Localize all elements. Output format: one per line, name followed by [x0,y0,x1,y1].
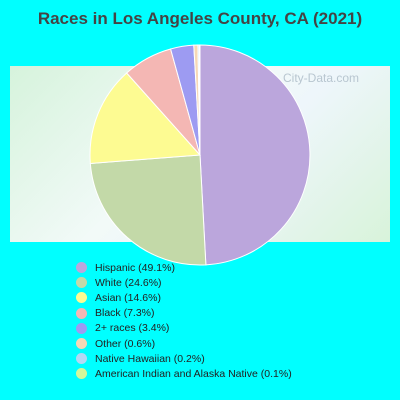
legend-swatch [76,292,87,304]
legend-item: American Indian and Alaska Native (0.1%) [76,366,292,381]
legend-label: Asian (14.6%) [95,291,161,304]
pie-slice-american-indian-and-alaska-native [198,44,201,156]
legend-swatch [76,307,87,319]
legend-item: Black (7.3%) [76,306,292,321]
legend-swatch [76,353,87,365]
pie-slice-hispanic [199,44,311,266]
legend-item: White (24.6%) [76,275,292,290]
legend-swatch [76,262,87,274]
legend-item: Asian (14.6%) [76,290,292,305]
legend-label: Black (7.3%) [95,307,155,320]
legend-swatch [76,338,87,350]
legend-swatch [76,368,87,380]
legend-label: Other (0.6%) [95,337,156,350]
legend-item: Other (0.6%) [76,336,292,351]
legend-item: 2+ races (3.4%) [76,321,292,336]
legend-swatch [76,322,87,334]
pie-slice-asian [89,72,202,165]
pie-slice-white [89,154,207,266]
legend: Hispanic (49.1%) White (24.6%) Asian (14.6… [76,260,292,382]
watermark: City-Data.com [283,71,360,85]
legend-swatch [76,277,87,289]
legend-label: White (24.6%) [95,276,162,289]
legend-label: American Indian and Alaska Native (0.1%) [95,367,292,380]
legend-label: Native Hawaiian (0.2%) [95,352,205,365]
legend-item: Hispanic (49.1%) [76,260,292,275]
chart-title: Races in Los Angeles County, CA (2021) [37,9,363,28]
legend-item: Native Hawaiian (0.2%) [76,351,292,366]
legend-label: Hispanic (49.1%) [95,261,175,274]
legend-label: 2+ races (3.4%) [95,322,170,335]
